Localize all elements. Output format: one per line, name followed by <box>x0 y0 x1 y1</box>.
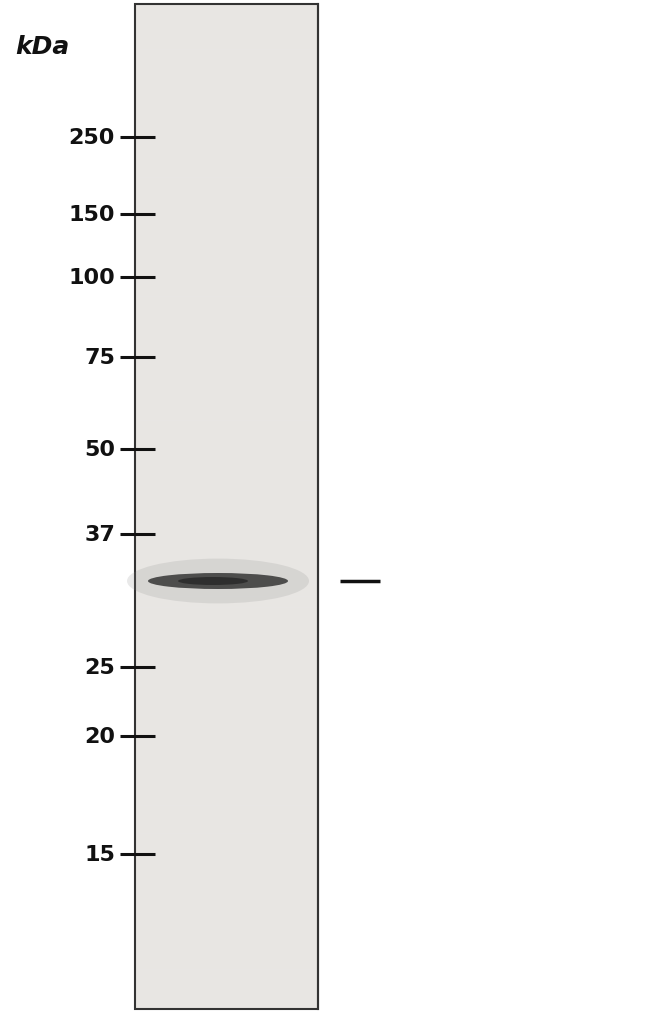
Bar <box>135 5 318 1009</box>
Text: 100: 100 <box>68 268 115 287</box>
Text: 250: 250 <box>69 127 115 148</box>
Ellipse shape <box>178 578 248 586</box>
Text: 50: 50 <box>84 439 115 460</box>
Text: 20: 20 <box>84 727 115 746</box>
Ellipse shape <box>127 559 309 604</box>
Ellipse shape <box>148 574 288 589</box>
Text: 75: 75 <box>84 347 115 368</box>
Text: 150: 150 <box>68 205 115 225</box>
Text: kDa: kDa <box>15 35 70 59</box>
Text: 25: 25 <box>84 657 115 678</box>
Text: 37: 37 <box>84 525 115 544</box>
Text: 15: 15 <box>84 844 115 864</box>
